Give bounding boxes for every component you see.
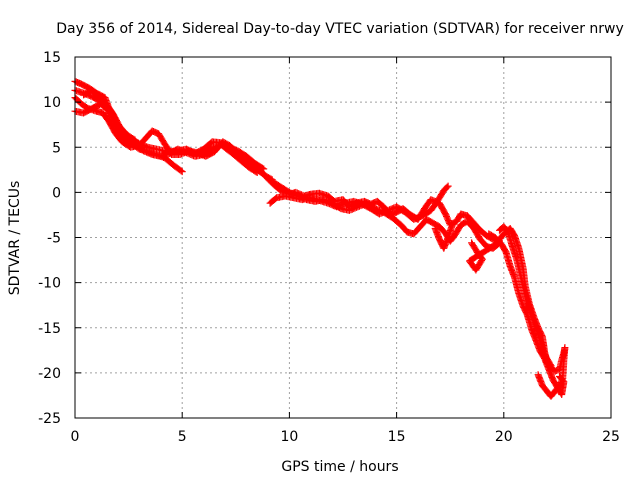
y-tick-label: 15	[43, 50, 61, 66]
plot-frame	[74, 56, 612, 419]
y-tick-label: -5	[47, 231, 61, 247]
data-point	[444, 182, 452, 190]
data-point	[178, 168, 186, 176]
data-point	[547, 362, 555, 370]
data-point	[546, 361, 554, 368]
data-point	[556, 374, 564, 382]
chart-title: Day 356 of 2014, Sidereal Day-to-day VTE…	[56, 21, 624, 37]
data-points	[71, 77, 569, 400]
tick-labels: 0 5 10 15 20 25 15 10 5 0 -5 -10 -15 -20 -25	[38, 50, 620, 445]
data-point	[131, 136, 139, 144]
x-tick-label: 0	[71, 429, 80, 445]
y-tick-label: -10	[38, 276, 61, 292]
y-axis-label: SDTVAR / TECUs	[7, 181, 23, 296]
x-tick-label: 25	[602, 429, 620, 445]
y-tick-label: 5	[52, 140, 61, 156]
data-point	[443, 183, 451, 191]
data-point	[534, 371, 542, 379]
x-axis-label: GPS time / hours	[281, 459, 398, 475]
x-tick-label: 20	[495, 429, 513, 445]
y-tick-label: -15	[38, 321, 61, 337]
y-tick-label: -20	[38, 366, 61, 382]
y-tick-label: 10	[43, 95, 61, 111]
data-point	[556, 373, 563, 380]
x-tick-label: 15	[388, 429, 406, 445]
y-tick-label: 0	[52, 185, 61, 201]
data-point	[448, 221, 456, 229]
x-tick-label: 5	[178, 429, 187, 445]
x-tick-label: 10	[280, 429, 298, 445]
data-point	[130, 135, 138, 143]
y-tick-label: -25	[38, 411, 61, 427]
data-point	[177, 167, 185, 175]
